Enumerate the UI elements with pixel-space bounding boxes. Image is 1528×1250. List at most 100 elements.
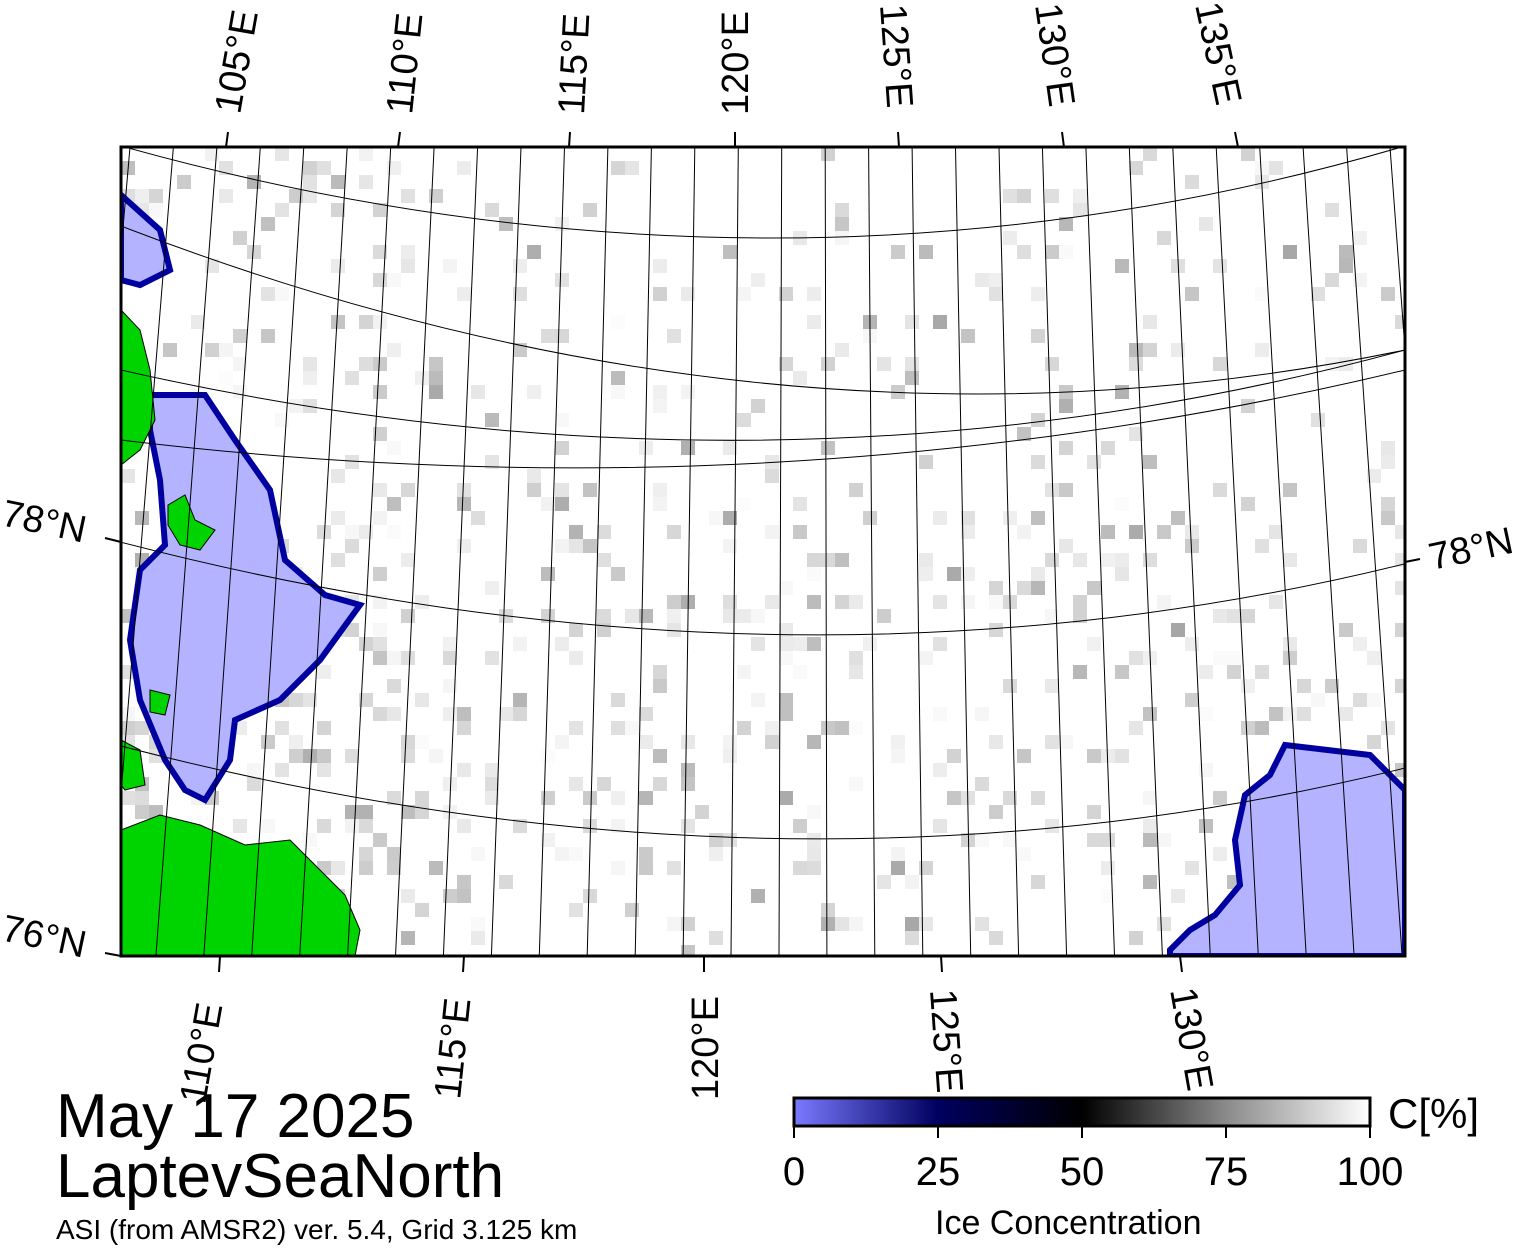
ice-cell xyxy=(779,637,793,651)
ice-cell xyxy=(373,315,387,329)
ice-cell xyxy=(1269,161,1283,175)
ice-cell xyxy=(1017,525,1031,539)
ice-cell xyxy=(1339,259,1353,273)
ice-cell xyxy=(583,791,597,805)
meridian-line xyxy=(395,147,435,956)
ice-cell xyxy=(303,161,317,175)
ice-cell xyxy=(751,609,765,623)
ice-cell xyxy=(835,917,849,931)
ice-cell xyxy=(261,819,275,833)
ice-cell xyxy=(527,483,541,497)
meridian-line xyxy=(490,147,522,956)
ice-cell xyxy=(1213,259,1227,273)
meridian-line xyxy=(868,147,876,956)
ice-cell xyxy=(821,357,835,371)
ice-cell xyxy=(1199,819,1213,833)
ice-cell xyxy=(807,735,821,749)
colorbar xyxy=(792,1096,1372,1128)
ice-cell xyxy=(653,749,667,763)
ice-cell xyxy=(373,203,387,217)
ice-cell xyxy=(723,595,737,609)
ice-cell xyxy=(779,707,793,721)
ice-cell xyxy=(905,875,919,889)
lat-label: 78°N xyxy=(1425,520,1517,579)
ice-cell xyxy=(611,791,625,805)
ice-cell xyxy=(1367,693,1381,707)
ice-cell xyxy=(331,259,345,273)
colorbar-unit: C[%] xyxy=(1388,1090,1480,1137)
land-island-1 xyxy=(167,494,216,551)
ice-cell xyxy=(723,511,737,525)
parallel-line xyxy=(121,745,1405,840)
ice-cell xyxy=(373,707,387,721)
ice-cell xyxy=(1185,861,1199,875)
ice-cell xyxy=(807,287,821,301)
ice-cell xyxy=(1115,553,1129,567)
ice-cell xyxy=(1339,245,1353,259)
ice-cell xyxy=(457,497,471,511)
ice-cell xyxy=(387,525,401,539)
ice-cell xyxy=(457,287,471,301)
ice-cell xyxy=(443,889,457,903)
lon-label-bottom: 120°E xyxy=(685,996,727,1100)
ice-cell xyxy=(359,637,373,651)
ice-cell xyxy=(1087,833,1101,847)
ice-cell xyxy=(807,315,821,329)
ice-cell xyxy=(1381,497,1395,511)
ice-cell xyxy=(247,763,261,777)
ice-cell xyxy=(1003,231,1017,245)
ice-cell xyxy=(1395,315,1405,329)
ice-cell xyxy=(597,525,611,539)
ice-cell xyxy=(1241,609,1255,623)
meridian-line xyxy=(1259,147,1307,956)
ice-cell xyxy=(751,399,765,413)
ice-cell xyxy=(625,721,639,735)
colorbar-tick-label: 75 xyxy=(1203,1150,1249,1194)
ice-cell xyxy=(639,791,653,805)
ice-cell xyxy=(219,161,233,175)
ice-cell xyxy=(681,819,695,833)
ice-cell xyxy=(681,917,695,931)
ice-cell xyxy=(919,567,933,581)
ice-cell xyxy=(1185,693,1199,707)
ice-cell xyxy=(639,707,653,721)
ice-cell xyxy=(457,819,471,833)
ice-cell xyxy=(1031,413,1045,427)
ice-cell xyxy=(513,693,527,707)
ice-cell xyxy=(317,665,331,679)
meridian-line xyxy=(1346,147,1403,956)
ice-cell xyxy=(555,273,569,287)
ice-cell xyxy=(569,651,583,665)
ice-cell xyxy=(499,875,513,889)
meridian-line xyxy=(1172,147,1211,956)
ice-cell xyxy=(947,567,961,581)
ice-cell xyxy=(359,693,373,707)
ice-cell xyxy=(905,917,919,931)
ice-cell xyxy=(1115,567,1129,581)
ice-cell xyxy=(1087,805,1101,819)
ice-cell xyxy=(807,847,821,861)
ice-cell xyxy=(1017,427,1031,441)
ice-cell xyxy=(653,399,667,413)
ice-cell xyxy=(331,861,345,875)
ice-cell xyxy=(513,259,527,273)
ice-cell xyxy=(1381,441,1395,455)
ice-cell xyxy=(303,357,317,371)
ice-cell xyxy=(373,623,387,637)
ice-cell xyxy=(555,539,569,553)
ice-cell xyxy=(1045,819,1059,833)
ice-cell xyxy=(1031,329,1045,343)
ice-cell xyxy=(737,497,751,511)
ice-cell xyxy=(1129,161,1143,175)
ice-cell xyxy=(779,357,793,371)
ice-cell xyxy=(359,819,373,833)
ice-cell xyxy=(639,847,653,861)
ice-cell xyxy=(1255,665,1269,679)
ice-cell xyxy=(681,441,695,455)
colorbar-ticks xyxy=(793,1126,1371,1138)
ice-cell xyxy=(919,245,933,259)
ice-cell xyxy=(807,833,821,847)
lon-label-top: 130°E xyxy=(1026,0,1082,109)
ice-cell xyxy=(891,245,905,259)
ice-cell xyxy=(1353,637,1367,651)
